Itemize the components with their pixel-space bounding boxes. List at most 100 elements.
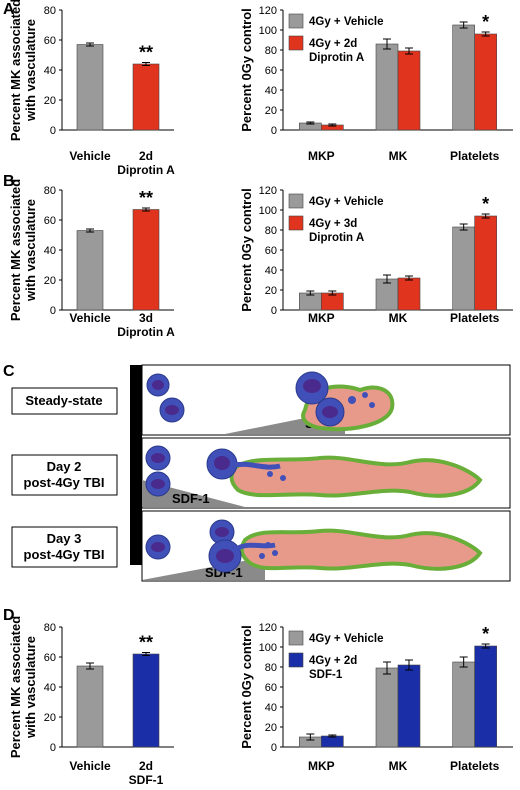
panel-letter-d: D <box>3 607 15 624</box>
bar <box>76 230 104 311</box>
y-tick-label: 0 <box>271 742 277 754</box>
x-tick-label: 2d <box>139 149 153 163</box>
y-tick-label: 0 <box>271 305 277 317</box>
bar <box>132 653 160 748</box>
y-axis-label: Percent 0Gy control <box>239 8 254 132</box>
svg-text:Day 2: Day 2 <box>47 459 82 474</box>
y-axis-label: Percent 0Gy control <box>239 188 254 312</box>
y-tick-label: 60 <box>265 682 277 694</box>
y-axis-label: Percent MK associated <box>8 616 23 758</box>
svg-text:post-4Gy TBI: post-4Gy TBI <box>24 547 105 562</box>
y-axis-label: Percent 0Gy control <box>239 625 254 749</box>
vessel-day2 <box>229 455 483 498</box>
bar <box>321 292 344 311</box>
x-tick-label: Diprotin A <box>117 325 175 339</box>
y-tick-label: 60 <box>265 65 277 77</box>
y-tick-label: 20 <box>44 95 56 107</box>
bar <box>76 665 104 748</box>
legend-label: 4Gy + Vehicle <box>309 633 383 645</box>
x-tick-label: MK <box>389 759 408 773</box>
bar <box>452 226 475 311</box>
svg-text:Steady-state: Steady-state <box>25 393 102 408</box>
y-axis-label: with vasculature <box>23 199 38 302</box>
chart-d-right: 0 20 40 60 80 100 120 Percent 0Gy control MKP MK *… <box>239 622 513 773</box>
state-label-steady: Steady-state <box>11 387 118 415</box>
legend-label: 4Gy + Vehicle <box>309 16 383 28</box>
legend-label: SDF-1 <box>309 669 343 681</box>
y-tick-label: 40 <box>44 245 56 257</box>
cell-steady-2 <box>159 397 185 423</box>
y-tick-label: 80 <box>265 662 277 674</box>
y-tick-label: 120 <box>259 5 277 17</box>
bar <box>397 277 421 311</box>
y-tick-label: 40 <box>265 85 277 97</box>
y-tick-label: 40 <box>44 65 56 77</box>
significance-marker: * <box>482 12 489 32</box>
y-tick-label: 0 <box>50 742 56 754</box>
y-tick-label: 80 <box>44 5 56 17</box>
x-tick-label: 3d <box>139 311 153 325</box>
legend-label: 4Gy + 2d <box>309 38 357 50</box>
chart-a-right: 0 20 40 60 80 100 120 Percent 0Gy control MKP MK *… <box>239 5 513 163</box>
state-label-day3: Day 3 post-4Gy TBI <box>11 526 118 568</box>
cell-steady-1 <box>146 373 170 397</box>
x-tick-label: Vehicle <box>69 149 111 163</box>
x-tick-label: MK <box>389 149 408 163</box>
bar <box>474 215 497 311</box>
y-tick-label: 20 <box>44 712 56 724</box>
panel-letter-c: C <box>3 363 15 380</box>
y-axis-label: with vasculature <box>23 19 38 122</box>
endosteum-bar <box>130 365 142 565</box>
megakaryocyte-steady <box>295 371 375 427</box>
y-tick-label: 60 <box>44 652 56 664</box>
svg-text:post-4Gy TBI: post-4Gy TBI <box>24 475 105 490</box>
bar <box>321 735 344 748</box>
y-axis-label: Percent MK associated <box>8 0 23 141</box>
bar <box>299 292 322 311</box>
y-tick-label: 40 <box>44 682 56 694</box>
y-tick-label: 120 <box>259 622 277 634</box>
y-tick-label: 20 <box>265 722 277 734</box>
x-tick-label: MKP <box>308 149 335 163</box>
y-tick-label: 40 <box>265 265 277 277</box>
x-tick-label: 2d <box>139 759 153 773</box>
megakaryocyte-day3 <box>208 519 278 573</box>
legend-swatch <box>288 215 304 231</box>
bar <box>452 24 475 131</box>
chart-d-left: 0 20 40 60 80 Percent MK associated with vascu… <box>8 616 174 787</box>
x-tick-label: Diprotin A <box>117 163 175 177</box>
y-tick-label: 20 <box>44 275 56 287</box>
bar <box>76 44 104 131</box>
legend-label: Diprotin A <box>309 232 364 244</box>
panel-letter-a: A <box>3 1 15 18</box>
significance-marker: ** <box>139 633 153 653</box>
x-tick-label: Platelets <box>450 149 500 163</box>
cell-day2-2 <box>145 471 171 497</box>
y-axis-label: Percent MK associated <box>8 179 23 321</box>
bar <box>397 50 421 131</box>
y-tick-label: 60 <box>44 215 56 227</box>
chart-a-left: 0 20 40 60 80 Percent MK associated with vascu… <box>8 0 175 177</box>
significance-marker: * <box>482 624 489 644</box>
y-tick-label: 100 <box>259 642 277 654</box>
x-tick-label: Vehicle <box>69 311 111 325</box>
y-tick-label: 80 <box>44 185 56 197</box>
chart-b-right: 0 20 40 60 80 100 120 Percent 0Gy control MKP MK *… <box>239 185 513 325</box>
cell-day2-1 <box>145 445 171 471</box>
bar <box>452 661 475 748</box>
y-axis-label: with vasculature <box>23 636 38 739</box>
significance-marker: ** <box>139 188 153 208</box>
y-tick-label: 80 <box>44 622 56 634</box>
bar <box>132 209 160 311</box>
bar <box>474 645 497 748</box>
legend-swatch <box>288 630 304 646</box>
vessel-day3 <box>239 528 483 571</box>
legend-swatch <box>288 35 304 51</box>
bar <box>474 33 497 131</box>
panel-letter-b: B <box>3 173 15 190</box>
bar <box>132 63 160 131</box>
y-tick-label: 80 <box>265 45 277 57</box>
bar <box>375 43 399 131</box>
significance-marker: ** <box>139 43 153 63</box>
